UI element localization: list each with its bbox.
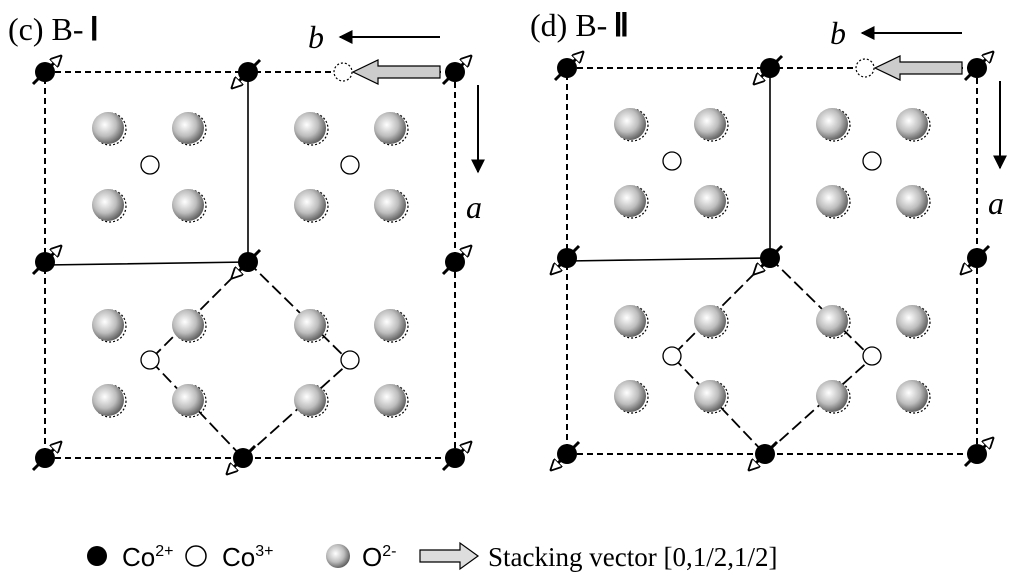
diagram: Co2+ Co3+ O2- Stacking vector [0,1/2,1/2… [0,0,1015,581]
co2-ion [35,62,55,82]
o-ion [614,380,646,412]
panel-numeral: Ⅰ [90,11,99,47]
o-ion [896,185,928,217]
panel-label-text: (c) B- [8,11,84,47]
o-ion [374,189,406,221]
legend-stacking: Stacking vector [0,1/2,1/2] [488,542,777,572]
co2-ion [238,252,258,272]
panel-label: (c) B-Ⅰ [8,11,99,47]
co2-ion [760,58,780,78]
co2-ion [445,448,465,468]
shifted-site [856,59,874,77]
o-ion [172,112,204,144]
o-ion [374,309,406,341]
co2-ion [760,248,780,268]
o-ion [374,384,406,416]
co2-ion [233,448,253,468]
o-ion [172,384,204,416]
o-ion [694,380,726,412]
o-ion [294,384,326,416]
o-ion [816,108,848,140]
co3-ion [141,351,159,369]
co2-ion [445,252,465,272]
co3-ion [141,156,159,174]
legend: Co2+ Co3+ O2- Stacking vector [0,1/2,1/2… [87,542,777,572]
axis-b-label: b [308,19,324,55]
co3-ion [341,351,359,369]
legend-charge: 2+ [155,543,173,560]
o-ion [294,189,326,221]
o-ion [816,185,848,217]
o-ion [896,108,928,140]
co2-ion [557,444,577,464]
o-ion [896,305,928,337]
o-ion [816,305,848,337]
axis-b-label: b [830,15,846,51]
o-ion [614,108,646,140]
legend-co3: Co3+ [222,542,274,572]
co2-ion [35,252,55,272]
stacking-arrow [875,56,962,80]
o-ion [92,112,124,144]
legend-co2: Co2+ [122,542,174,572]
o-ion [294,112,326,144]
panel-label-text: (d) B- [530,7,607,43]
o-ion [816,380,848,412]
co2-ion [755,444,775,464]
co3-ion [863,347,881,365]
axis-a-label: a [466,189,482,225]
co2-ion [557,58,577,78]
legend-charge: 3+ [255,543,273,560]
o-ion [694,185,726,217]
o-icon [326,544,350,568]
o-ion [92,189,124,221]
diamond [150,262,350,458]
panel-label: (d) B-Ⅱ [530,7,629,43]
axis-a-label: a [988,185,1004,221]
o-ion [374,112,406,144]
diamond [672,258,872,454]
legend-symbol: Co [122,542,155,572]
o-ion [294,309,326,341]
legend-symbol: O [362,542,382,572]
stacking-icon [420,543,478,569]
co2-ion [35,448,55,468]
co2-ion [967,444,987,464]
panel-numeral: Ⅱ [613,7,629,43]
shifted-site [334,63,352,81]
co3-ion [341,156,359,174]
co2-ion [238,62,258,82]
o-ion [896,380,928,412]
co3-ion [663,152,681,170]
legend-o: O2- [362,542,396,572]
o-ion [614,185,646,217]
co2-icon [87,546,107,566]
co2-ion [557,248,577,268]
co3-icon [186,546,206,566]
o-ion [172,189,204,221]
o-ion [172,309,204,341]
legend-charge: 2- [382,543,396,560]
legend-symbol: Co [222,542,255,572]
co2-ion [967,58,987,78]
o-ion [92,309,124,341]
o-ion [614,305,646,337]
o-ion [694,305,726,337]
co3-ion [663,347,681,365]
co2-ion [445,62,465,82]
stacking-arrow [353,60,440,84]
o-ion [92,384,124,416]
co3-ion [863,152,881,170]
co2-ion [967,248,987,268]
o-ion [694,108,726,140]
